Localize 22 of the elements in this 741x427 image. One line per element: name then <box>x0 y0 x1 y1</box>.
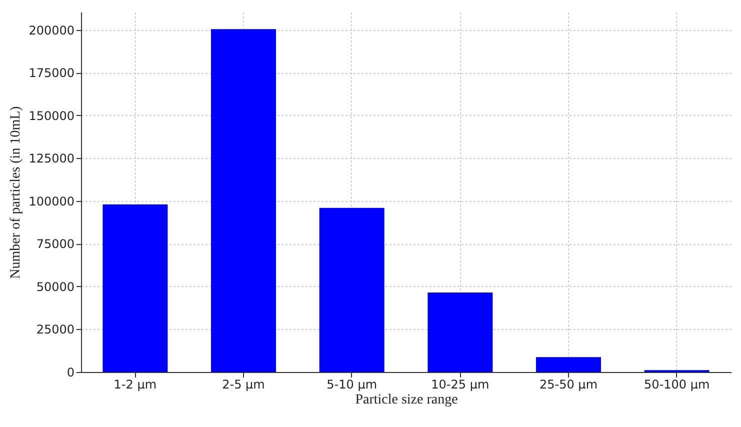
x-tick-label: 5-10 µm <box>326 378 378 392</box>
bar <box>319 208 384 372</box>
x-axis-title: Particle size range <box>355 392 458 408</box>
y-tick-label: 150000 <box>28 108 74 123</box>
bar <box>536 357 601 372</box>
y-tick-label: 50000 <box>36 280 74 294</box>
bar <box>428 292 493 372</box>
x-tick-label: 10-25 µm <box>431 378 490 392</box>
x-tick-label: 25-50 µm <box>539 378 598 392</box>
y-tick-label: 200000 <box>28 23 74 38</box>
x-tick-label: 1-2 µm <box>114 378 157 392</box>
y-tick-label: 100000 <box>28 194 74 208</box>
y-axis-title: Number of particles (in 10mL) <box>8 106 24 279</box>
bar <box>211 29 276 372</box>
y-tick-label: 75000 <box>36 237 74 252</box>
x-tick-label: 2-5 µm <box>222 378 265 392</box>
y-tick-label: 0 <box>66 366 74 380</box>
x-tick-label: 50-100 µm <box>644 378 710 392</box>
bar <box>102 204 168 372</box>
y-tick-label: 175000 <box>28 66 74 80</box>
y-tick-label: 125000 <box>28 152 74 166</box>
y-tick-label: 25000 <box>36 322 74 337</box>
